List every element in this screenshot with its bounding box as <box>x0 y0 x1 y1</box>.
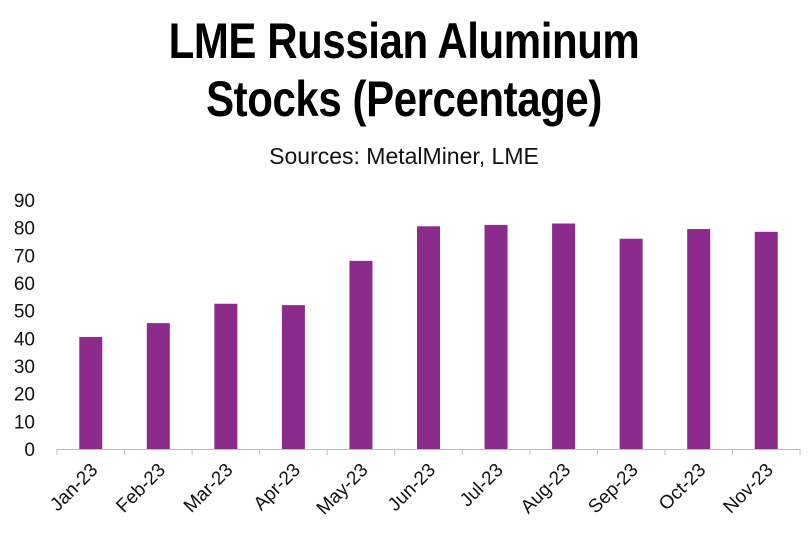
bar-jan-23 <box>79 336 103 449</box>
bar-nov-23 <box>754 231 778 449</box>
bar-jul-23 <box>484 224 508 449</box>
y-tick-label: 80 <box>14 219 35 240</box>
y-tick-label: 30 <box>14 357 35 378</box>
y-tick-label: 50 <box>14 302 35 323</box>
bar-may-23 <box>349 260 373 449</box>
x-tick-label: Jul-23 <box>456 460 507 511</box>
y-tick-label: 10 <box>14 412 35 433</box>
x-tick-label: Jun-23 <box>384 460 440 516</box>
y-tick-label: 90 <box>14 191 35 212</box>
x-tick-label: Aug-23 <box>517 460 575 518</box>
chart-title-line-1: LME Russian Aluminum <box>168 13 640 69</box>
y-axis-ticks: 0 10 20 30 40 50 60 70 80 90 <box>14 191 35 461</box>
y-tick-label: 20 <box>14 385 35 406</box>
bars <box>79 223 778 449</box>
x-tick-label: Nov-23 <box>720 460 778 518</box>
x-tick-label: Oct-23 <box>655 460 710 515</box>
x-tick-label: Apr-23 <box>250 460 305 515</box>
x-tick-label: Feb-23 <box>112 460 169 517</box>
bar-sep-23 <box>619 238 643 449</box>
bar-apr-23 <box>281 305 305 449</box>
chart-title: LME Russian Aluminum Stocks (Percentage) <box>65 12 744 128</box>
y-tick-label: 40 <box>14 329 35 350</box>
bar-oct-23 <box>687 229 711 449</box>
x-tick-label: Sep-23 <box>584 460 642 518</box>
x-tick-label: May-23 <box>313 460 373 520</box>
chart-subtitle: Sources: MetalMiner, LME <box>269 143 539 169</box>
y-tick-label: 60 <box>14 274 35 295</box>
x-tick-label: Mar-23 <box>180 460 237 517</box>
x-axis-ticks: Jan-23 Feb-23 Mar-23 Apr-23 May-23 Jun-23 Jul-… <box>46 449 801 520</box>
x-tick-label: Jan-23 <box>46 460 102 516</box>
bar-jun-23 <box>417 226 440 449</box>
bar-aug-23 <box>552 223 576 449</box>
chart-title-line-2: Stocks (Percentage) <box>206 71 602 127</box>
bar-mar-23 <box>214 303 238 449</box>
y-tick-label: 70 <box>14 246 35 267</box>
bar-feb-23 <box>146 323 170 449</box>
y-tick-label: 0 <box>24 440 35 461</box>
